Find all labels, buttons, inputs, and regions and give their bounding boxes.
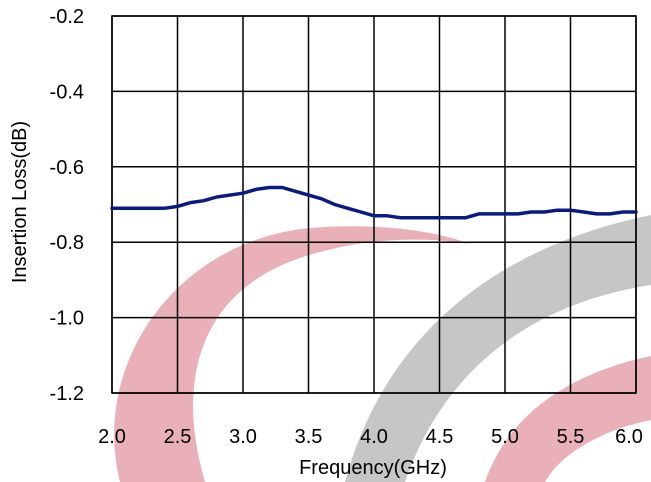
x-tick-label: 2.5 (164, 426, 192, 448)
plot-grid (111, 15, 637, 394)
x-tick-label: 5.0 (491, 426, 519, 448)
y-tick-label: -0.8 (50, 232, 84, 254)
watermark-red-arc (114, 226, 471, 482)
plot-frame (111, 15, 637, 394)
x-tick-label: 4.5 (426, 426, 454, 448)
y-axis-label: Insertion Loss(dB) (9, 121, 31, 283)
series-layer (110, 185, 638, 220)
x-tick-label: 6.0 (615, 426, 643, 448)
watermark-red-arc-right (485, 356, 651, 482)
x-tick-labels: 2.0 2.5 3.0 3.5 4.0 4.5 5.0 5.5 6.0 (98, 426, 643, 448)
x-tick-label: 3.0 (229, 426, 257, 448)
watermark-gray-arc (345, 215, 651, 482)
x-tick-label: 5.5 (557, 426, 585, 448)
y-tick-label: -0.6 (50, 157, 84, 179)
series-line-0 (110, 185, 638, 220)
x-tick-label: 3.5 (295, 426, 323, 448)
watermark (114, 215, 651, 482)
y-tick-label: -1.0 (50, 308, 84, 330)
x-axis-label: Frequency(GHz) (299, 457, 447, 479)
y-tick-label: -0.4 (50, 81, 84, 103)
x-tick-label: 4.0 (360, 426, 388, 448)
y-tick-label: -1.2 (50, 383, 84, 405)
x-tick-label: 2.0 (98, 426, 126, 448)
y-tick-label: -0.2 (50, 6, 84, 28)
y-tick-labels: -0.2 -0.4 -0.6 -0.8 -1.0 -1.2 (50, 6, 84, 405)
